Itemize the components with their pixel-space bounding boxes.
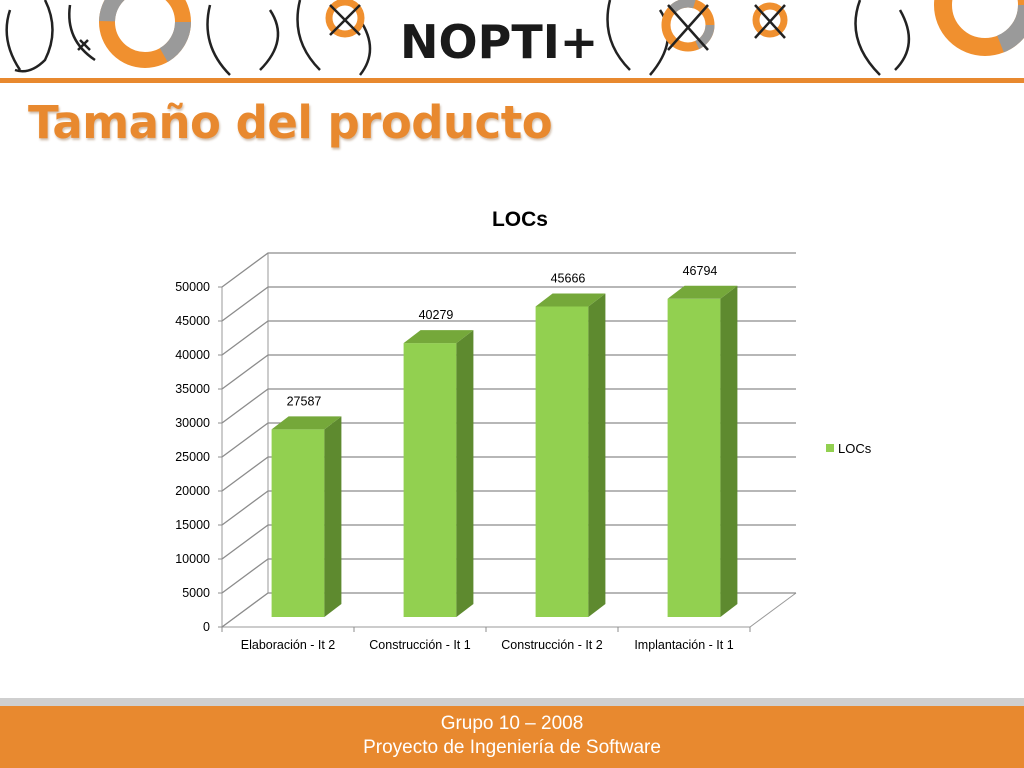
gridline: [221, 592, 796, 628]
header-divider: [0, 78, 1024, 83]
bar-top: [667, 285, 738, 299]
sketch-faces-decoration: [5, 0, 1024, 76]
footer-line-2: Proyecto de Ingeniería de Software: [363, 737, 661, 758]
gridline: [221, 422, 796, 458]
bars: 27587 40279 45666 46794: [271, 264, 738, 617]
y-tick-label: 25000: [175, 450, 210, 464]
data-label: 27587: [287, 394, 322, 408]
y-tick-label: 50000: [175, 280, 210, 294]
y-tick-label: 20000: [175, 484, 210, 498]
bar-front: [667, 298, 721, 617]
footer: Grupo 10 – 2008 Proyecto de Ingeniería d…: [0, 706, 1024, 768]
page-title: Tamaño del producto: [28, 96, 553, 149]
y-tick-label: 30000: [175, 416, 210, 430]
x-tick-label: Implantación - It 1: [634, 638, 733, 652]
bar-top: [535, 293, 606, 307]
bar-front: [403, 343, 457, 617]
gridline: [221, 456, 796, 492]
gridlines: [221, 252, 796, 628]
data-label: 46794: [683, 264, 718, 278]
data-label: 40279: [419, 308, 454, 322]
y-tick-label: 0: [203, 620, 210, 634]
nopti-logo: NOPTI+: [400, 15, 598, 69]
gridline: [221, 320, 796, 356]
bar-side: [720, 285, 738, 617]
gridline: [221, 286, 796, 322]
x-tick-label: Elaboración - It 2: [241, 638, 336, 652]
footer-line-1: Grupo 10 – 2008: [440, 713, 584, 734]
loc-chart: LOCs 0 5000 10000 15000 20000 25000 30000 35000…: [175, 208, 872, 652]
gridline: [221, 490, 796, 526]
life-ring-decoration: [99, 0, 1024, 68]
y-tick-label: 35000: [175, 382, 210, 396]
header-banner: NOPTI+: [0, 0, 1024, 78]
bar-side: [324, 416, 342, 617]
footer-divider: [0, 698, 1024, 706]
y-tick-label: 5000: [182, 586, 210, 600]
logo-text: NOPTI+: [400, 15, 598, 69]
gridline: [221, 524, 796, 560]
bar: [667, 285, 738, 617]
y-tick-label: 40000: [175, 348, 210, 362]
x-tick-label: Construcción - It 2: [501, 638, 602, 652]
bar-front: [271, 429, 325, 617]
gridline: [221, 388, 796, 424]
data-label: 45666: [551, 271, 586, 285]
bar: [403, 330, 474, 617]
chart-title: LOCs: [492, 208, 548, 231]
legend: LOCs: [826, 441, 872, 456]
legend-swatch: [826, 444, 834, 452]
gridline: [221, 354, 796, 390]
legend-label: LOCs: [838, 441, 872, 456]
y-tick-label: 45000: [175, 314, 210, 328]
y-tick-label: 15000: [175, 518, 210, 532]
y-axis-ticks: 0 5000 10000 15000 20000 25000 30000 35000 40000…: [175, 280, 222, 634]
bar-side: [456, 330, 474, 617]
gridline: [221, 558, 796, 594]
x-axis-labels: Elaboración - It 2 Construcción - It 1 Con…: [221, 627, 751, 652]
bar-front: [535, 306, 589, 617]
bar: [271, 416, 342, 617]
bar-side: [588, 293, 606, 617]
bar: [535, 293, 606, 617]
gridline: [221, 252, 796, 288]
x-tick-label: Construcción - It 1: [369, 638, 470, 652]
bar-top: [271, 416, 342, 430]
y-tick-label: 10000: [175, 552, 210, 566]
bar-top: [403, 330, 474, 344]
